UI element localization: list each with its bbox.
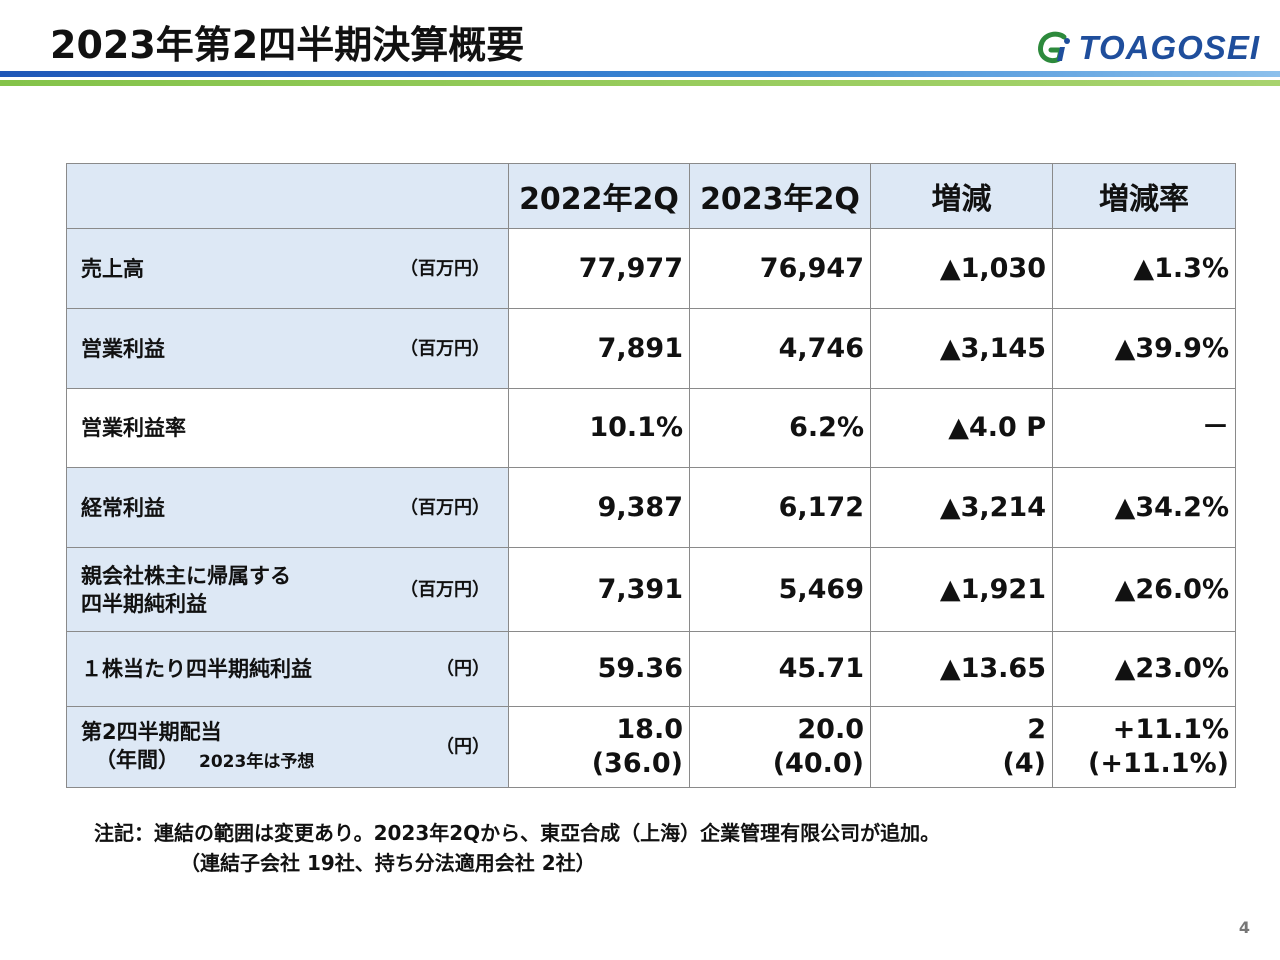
value-2023: 45.71 bbox=[689, 631, 871, 707]
value-2022: 7,891 bbox=[508, 308, 690, 389]
company-logo: TOAGOSEI bbox=[1034, 28, 1260, 68]
table-header-row: 2022年2Q 2023年2Q 増減 増減率 bbox=[66, 163, 1236, 229]
table-row-ordinary-income: 経常利益 （百万円） 9,387 6,172 ▲3,214 ▲34.2% bbox=[66, 467, 1236, 548]
row-label: 営業利益率 bbox=[81, 416, 186, 440]
value-change-rate: ▲39.9% bbox=[1052, 308, 1236, 389]
unit-label: （百万円） bbox=[400, 338, 490, 360]
value-change: ▲4.0 P bbox=[870, 388, 1053, 468]
header-cell-change: 増減 bbox=[870, 163, 1053, 229]
value-change-rate: ▲1.3% bbox=[1052, 228, 1236, 309]
table-row-operating-margin: 営業利益率 10.1% 6.2% ▲4.0 P － bbox=[66, 388, 1236, 468]
table-row-net-income: 親会社株主に帰属する 四半期純利益 （百万円） 7,391 5,469 ▲1,9… bbox=[66, 547, 1236, 632]
value-2022: 10.1% bbox=[508, 388, 690, 468]
footnote: 注記：連結の範囲は変更あり。2023年2Qから、東亞合成（上海）企業管理有限公司… bbox=[94, 818, 940, 878]
unit-label: （百万円） bbox=[400, 258, 490, 280]
unit-label: （円） bbox=[436, 658, 490, 680]
value-change-rate-annual: (+11.1%) bbox=[1088, 748, 1229, 779]
value-change: ▲13.65 bbox=[870, 631, 1053, 707]
value-change-rate: － bbox=[1052, 388, 1236, 468]
value-2023-cell: 20.0 (40.0) bbox=[689, 706, 871, 788]
table-row-eps: １株当たり四半期純利益 （円） 59.36 45.71 ▲13.65 ▲23.0… bbox=[66, 631, 1236, 707]
value-2022: 18.0 bbox=[616, 714, 683, 745]
row-label-cell: １株当たり四半期純利益 （円） bbox=[66, 631, 509, 707]
unit-label: （百万円） bbox=[400, 579, 490, 601]
unit-label: （円） bbox=[436, 736, 490, 758]
value-change: ▲3,145 bbox=[870, 308, 1053, 389]
page-title: 2023年第2四半期決算概要 bbox=[50, 23, 525, 67]
table-row-operating-income: 営業利益 （百万円） 7,891 4,746 ▲3,145 ▲39.9% bbox=[66, 308, 1236, 389]
unit-label: （百万円） bbox=[400, 497, 490, 519]
row-label-cell: 第2四半期配当 （年間） 2023年は予想 （円） bbox=[66, 706, 509, 788]
row-label-cell: 売上高 （百万円） bbox=[66, 228, 509, 309]
value-2023: 6.2% bbox=[689, 388, 871, 468]
value-2022: 77,977 bbox=[508, 228, 690, 309]
row-label: １株当たり四半期純利益 bbox=[81, 657, 312, 681]
value-change: 2 bbox=[1027, 714, 1046, 745]
value-change-rate: ▲34.2% bbox=[1052, 467, 1236, 548]
value-2023: 76,947 bbox=[689, 228, 871, 309]
financial-summary-table: 2022年2Q 2023年2Q 増減 増減率 売上高 （百万円） 77,977 … bbox=[66, 163, 1236, 788]
footnote-line1: 注記：連結の範囲は変更あり。2023年2Qから、東亞合成（上海）企業管理有限公司… bbox=[94, 821, 941, 845]
row-label-line2: 四半期純利益 bbox=[81, 591, 207, 616]
value-2023: 20.0 bbox=[797, 714, 864, 745]
table-row-net-sales: 売上高 （百万円） 77,977 76,947 ▲1,030 ▲1.3% bbox=[66, 228, 1236, 309]
forecast-note: 2023年は予想 bbox=[199, 752, 315, 772]
footnote-line2: （連結子会社 19社、持ち分法適用会社 2社） bbox=[180, 851, 596, 875]
page-number: 4 bbox=[1238, 918, 1250, 937]
value-2022: 59.36 bbox=[508, 631, 690, 707]
value-change: ▲1,030 bbox=[870, 228, 1053, 309]
value-change: ▲3,214 bbox=[870, 467, 1053, 548]
header-divider-green bbox=[0, 80, 1280, 86]
header-cell-2022q2: 2022年2Q bbox=[508, 163, 690, 229]
value-change-annual: (4) bbox=[1002, 748, 1046, 779]
value-2023: 4,746 bbox=[689, 308, 871, 389]
toagosei-logo-icon bbox=[1038, 31, 1071, 64]
logo-text: TOAGOSEI bbox=[1078, 29, 1260, 66]
row-label: 売上高 bbox=[81, 256, 144, 281]
row-label: 営業利益 bbox=[81, 336, 165, 361]
header-cell-2023q2: 2023年2Q bbox=[689, 163, 871, 229]
value-2022: 9,387 bbox=[508, 467, 690, 548]
table-row-dividend: 第2四半期配当 （年間） 2023年は予想 （円） 18.0 (36.0) 20.… bbox=[66, 706, 1236, 788]
row-label-line2-wrap: （年間） 2023年は予想 bbox=[81, 746, 508, 776]
row-label-line1: 親会社株主に帰属する bbox=[81, 563, 291, 588]
value-2023: 6,172 bbox=[689, 467, 871, 548]
row-label-cell: 営業利益 （百万円） bbox=[66, 308, 509, 389]
value-change-rate: +11.1% bbox=[1112, 714, 1229, 745]
value-change-cell: 2 (4) bbox=[870, 706, 1053, 788]
row-label: 経常利益 bbox=[81, 495, 165, 520]
value-change-rate-cell: +11.1% (+11.1%) bbox=[1052, 706, 1236, 788]
value-change-rate: ▲23.0% bbox=[1052, 631, 1236, 707]
value-change: ▲1,921 bbox=[870, 547, 1053, 632]
value-2022-cell: 18.0 (36.0) bbox=[508, 706, 690, 788]
value-2023-annual: (40.0) bbox=[772, 748, 864, 779]
row-label-cell: 営業利益率 bbox=[66, 388, 509, 468]
header-cell-change-rate: 増減率 bbox=[1052, 163, 1236, 229]
header-divider-blue bbox=[0, 71, 1280, 77]
value-2022: 7,391 bbox=[508, 547, 690, 632]
value-2022-annual: (36.0) bbox=[591, 748, 683, 779]
row-label-line2: （年間） bbox=[95, 748, 179, 772]
row-label-cell: 親会社株主に帰属する 四半期純利益 （百万円） bbox=[66, 547, 509, 632]
value-2023: 5,469 bbox=[689, 547, 871, 632]
value-change-rate: ▲26.0% bbox=[1052, 547, 1236, 632]
row-label-line1: 第2四半期配当 bbox=[81, 720, 222, 744]
header-cell-empty bbox=[66, 163, 509, 229]
row-label-cell: 経常利益 （百万円） bbox=[66, 467, 509, 548]
